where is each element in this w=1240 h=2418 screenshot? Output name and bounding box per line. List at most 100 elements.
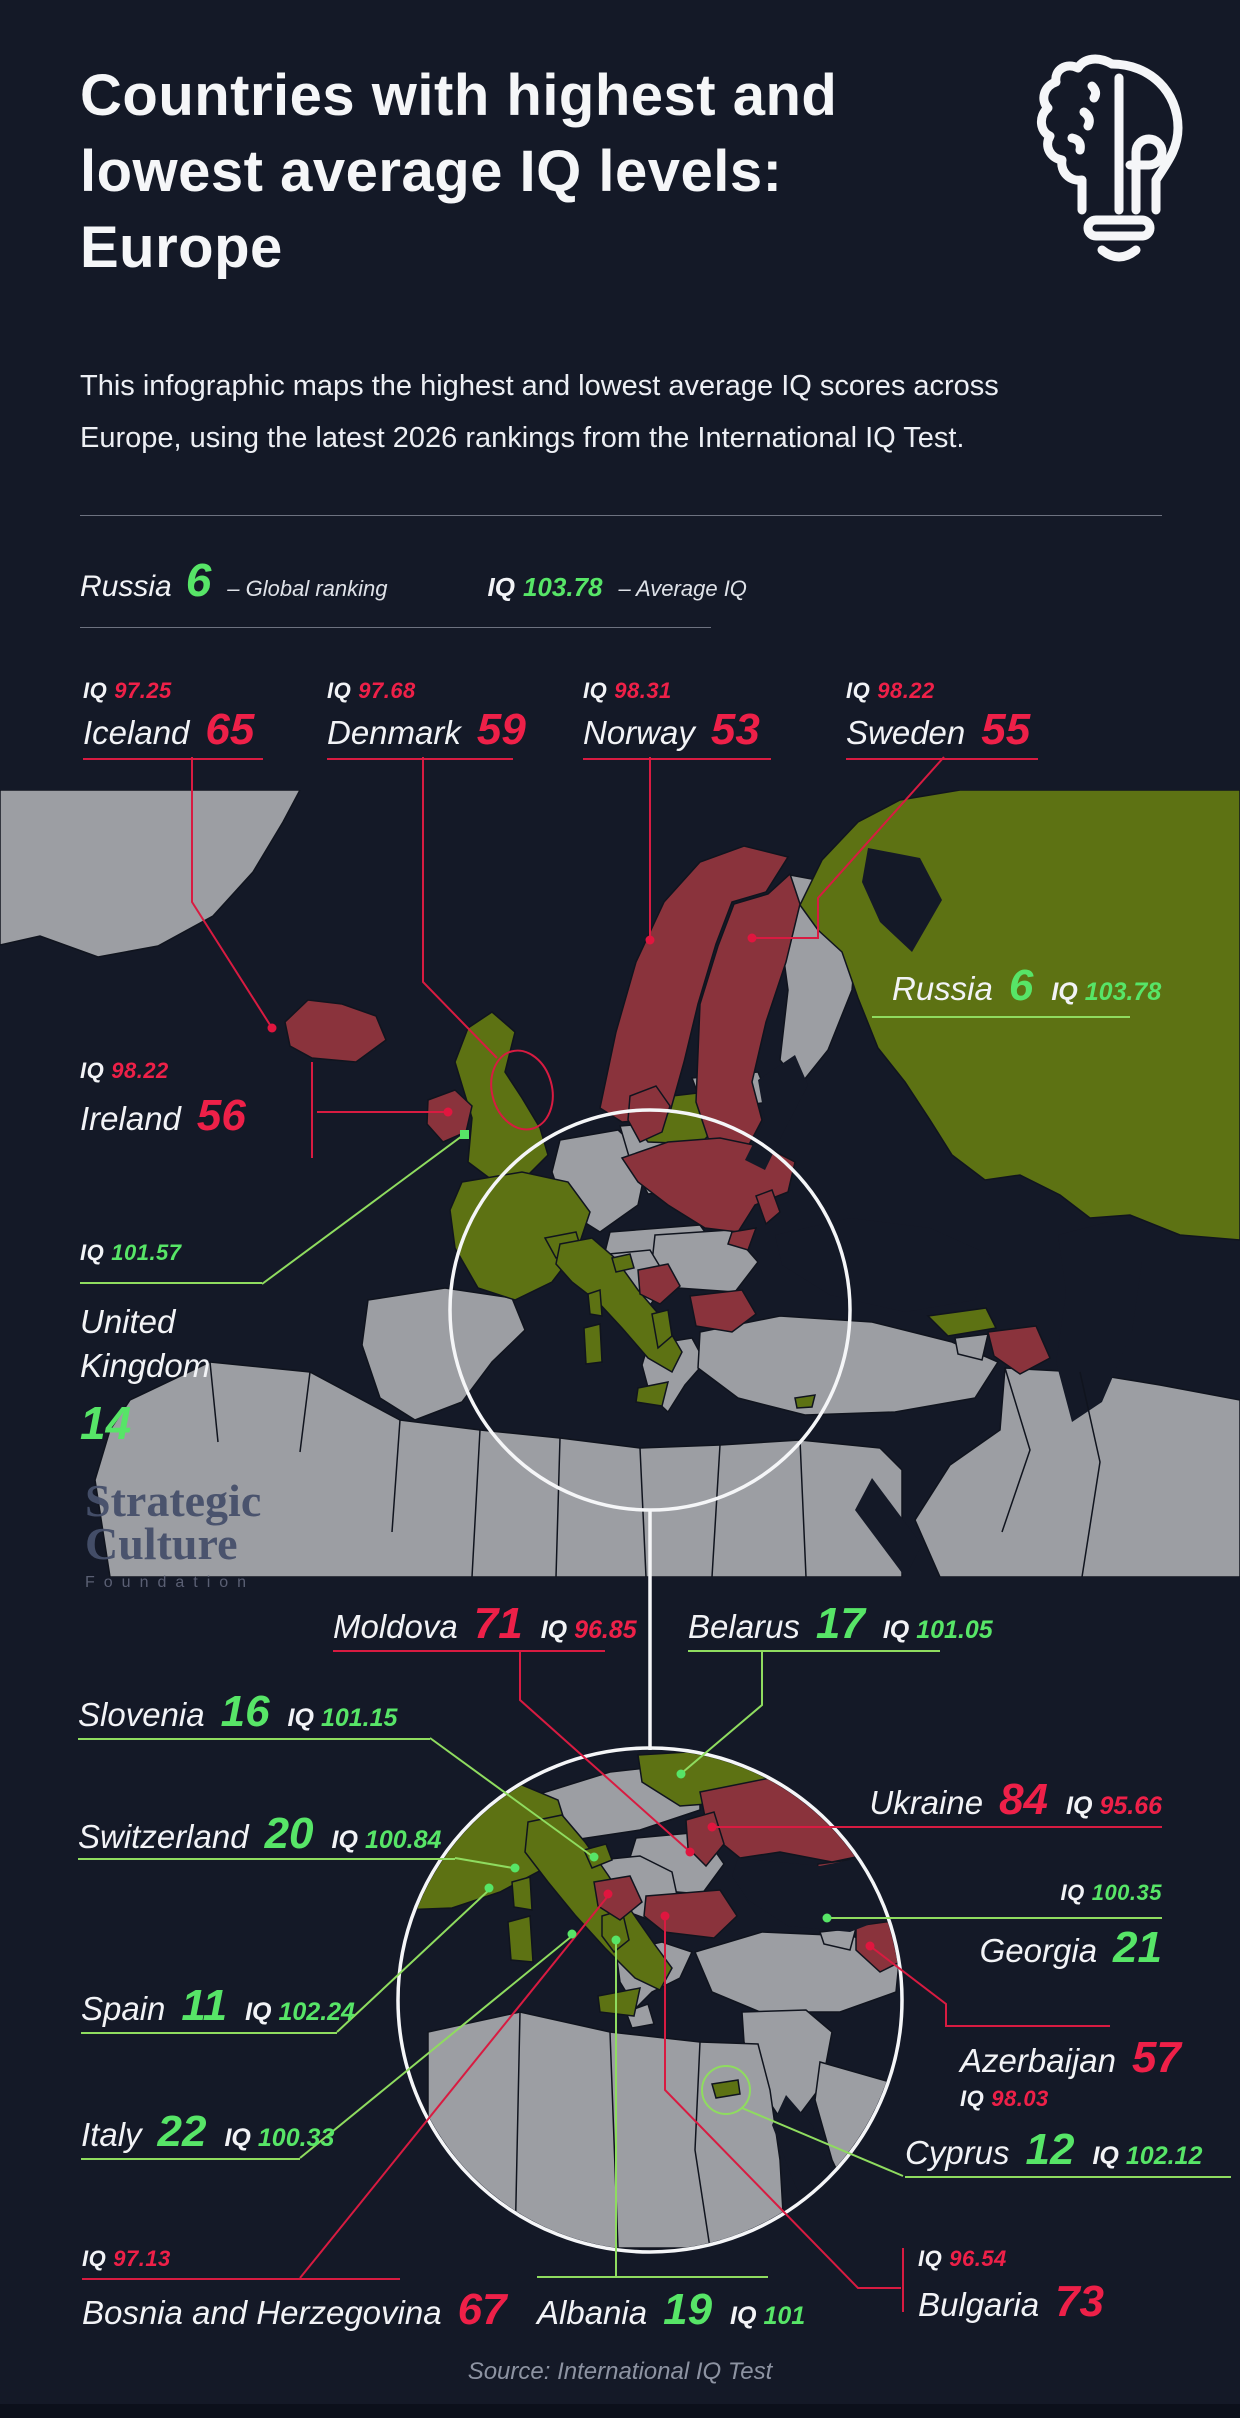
iq-suffix: IQ 102.24 [245, 1988, 355, 2036]
iq-prefix: IQ [82, 2246, 107, 2271]
divider-bottom [80, 627, 711, 628]
zoom-circle [396, 1746, 904, 2254]
iq-value: 100.84 [364, 1826, 442, 1854]
iq-suffix: IQ 100.84 [332, 1816, 442, 1864]
iq-suffix: IQ 102.12 [1092, 2132, 1202, 2180]
country-name: Spain [81, 1990, 166, 2027]
legend-iq-prefix: IQ [487, 572, 515, 602]
callout-united-kingdom: IQ 101.57 United Kingdom 14 [80, 1238, 262, 1450]
iq-value: 100.35 [1091, 1880, 1162, 1905]
callout-iceland: IQ 97.25 Iceland 65 [83, 676, 263, 760]
underline [333, 1650, 605, 1652]
legend: Russia 6 – Global ranking IQ 103.78 – Av… [80, 556, 747, 604]
iq-suffix: IQ 100.33 [224, 2114, 334, 2162]
country-name: Georgia [979, 1932, 1098, 1969]
watermark-line1: Strategic [85, 1475, 262, 1526]
page-title: Countries with highest and lowest averag… [80, 63, 838, 280]
country-name: Sweden [846, 714, 966, 751]
iq-suffix: IQ 101.15 [288, 1694, 398, 1742]
rank-value: 6 [1008, 961, 1034, 1010]
iq-prefix: IQ [80, 1058, 105, 1083]
iq-value: 98.22 [111, 1058, 169, 1083]
country-name: Albania [537, 2294, 648, 2331]
callout-moldova: Moldova 71 IQ 96.85 [333, 1600, 637, 1652]
rank-value: 65 [205, 705, 255, 754]
callout-spain: Spain 11 IQ 102.24 [81, 1981, 355, 2034]
legend-country: Russia [80, 570, 172, 603]
iq-value: 98.31 [614, 678, 672, 703]
underline [327, 758, 513, 760]
rank-value: 22 [157, 2107, 207, 2156]
iq-prefix: IQ [83, 678, 108, 703]
country-name: Cyprus [905, 2134, 1010, 2171]
overline [537, 2276, 768, 2278]
iq-line: IQ 97.13 [82, 2244, 507, 2274]
rank-value: 17 [815, 1599, 865, 1648]
callout-georgia: IQ 100.35 Georgia 21 [950, 1878, 1162, 1972]
iq-value: 100.33 [257, 2124, 335, 2152]
callout-slovenia: Slovenia 16 IQ 101.15 [78, 1688, 430, 1740]
callout-azerbaijan: Azerbaijan 57 IQ 98.03 [960, 2034, 1181, 2114]
overline [82, 2278, 400, 2280]
iq-suffix: IQ 96.85 [541, 1606, 637, 1654]
callout-sweden: IQ 98.22 Sweden 55 [846, 676, 1038, 760]
iq-prefix: IQ [245, 1998, 272, 2026]
callout-bosnia: IQ 97.13 Bosnia and Herzegovina 67 [82, 2244, 507, 2334]
rank-value: 21 [1113, 1923, 1162, 1972]
brain-bulb-icon [1037, 54, 1183, 262]
iq-suffix: IQ 95.66 [1066, 1782, 1162, 1830]
iq-value: 98.03 [991, 2086, 1049, 2111]
country-name: Italy [81, 2116, 142, 2153]
iq-line: IQ 100.35 [950, 1878, 1162, 1908]
red-connectors [191, 756, 1162, 2312]
iq-prefix: IQ [80, 1240, 105, 1265]
iq-prefix: IQ [327, 678, 352, 703]
rank-value: 12 [1025, 2125, 1075, 2174]
country-name: Russia [892, 970, 993, 1007]
iq-value: 97.68 [358, 678, 416, 703]
iq-value: 101.15 [320, 1704, 398, 1732]
iq-prefix: IQ [960, 2086, 985, 2111]
country-name: Bosnia and Herzegovina [82, 2294, 442, 2331]
iq-value: 102.24 [278, 1998, 355, 2026]
iq-suffix: IQ 101 [730, 2292, 805, 2340]
country-name: Norway [583, 714, 695, 751]
footer-bar [0, 2404, 1240, 2418]
iq-prefix: IQ [1066, 1792, 1093, 1820]
country-name: Ukraine [869, 1784, 984, 1821]
iq-prefix: IQ [882, 1616, 910, 1644]
rank-value: 59 [476, 705, 526, 754]
iq-line: IQ 98.31 [583, 676, 771, 706]
rank-value: 14 [80, 1397, 132, 1449]
source-note: Source: International IQ Test [467, 2358, 773, 2385]
iq-prefix: IQ [331, 1826, 358, 1854]
rank-value: 55 [981, 705, 1031, 754]
iq-value: 103.78 [1084, 978, 1162, 1006]
iq-prefix: IQ [846, 678, 871, 703]
callout-switzerland: Switzerland 20 IQ 100.84 [78, 1810, 455, 1860]
iq-line: IQ 97.68 [327, 676, 513, 706]
country-name: Slovenia [78, 1696, 205, 1733]
iq-value: 98.22 [877, 678, 935, 703]
callout-russia: Russia 6 IQ 103.78 [872, 961, 1161, 1018]
callout-ukraine: Ukraine 84 IQ 95.66 [869, 1776, 1162, 1824]
callout-italy: Italy 22 IQ 100.33 [81, 2107, 334, 2160]
rank-value: 73 [1055, 2277, 1105, 2326]
iq-value: 97.25 [114, 678, 172, 703]
legend-rank-label: – Global ranking [227, 576, 388, 601]
country-name: Switzerland [78, 1818, 249, 1855]
country-name: Bulgaria [918, 2286, 1040, 2323]
legend-iq-label: – Average IQ [618, 576, 747, 601]
iq-line: IQ 98.03 [960, 2084, 1181, 2114]
page-subtitle: This infographic maps the highest and lo… [80, 370, 999, 454]
iq-value: 95.66 [1099, 1792, 1162, 1820]
main-map [0, 790, 1240, 1577]
iq-line: IQ 101.57 [80, 1238, 262, 1268]
callout-bulgaria: IQ 96.54 Bulgaria 73 [918, 2244, 1104, 2326]
underline [872, 1016, 1130, 1018]
country-name: Iceland [83, 714, 190, 751]
iq-value: 96.85 [574, 1616, 637, 1644]
rank-value: 11 [181, 1981, 228, 2030]
zoom-map [400, 1750, 900, 2249]
